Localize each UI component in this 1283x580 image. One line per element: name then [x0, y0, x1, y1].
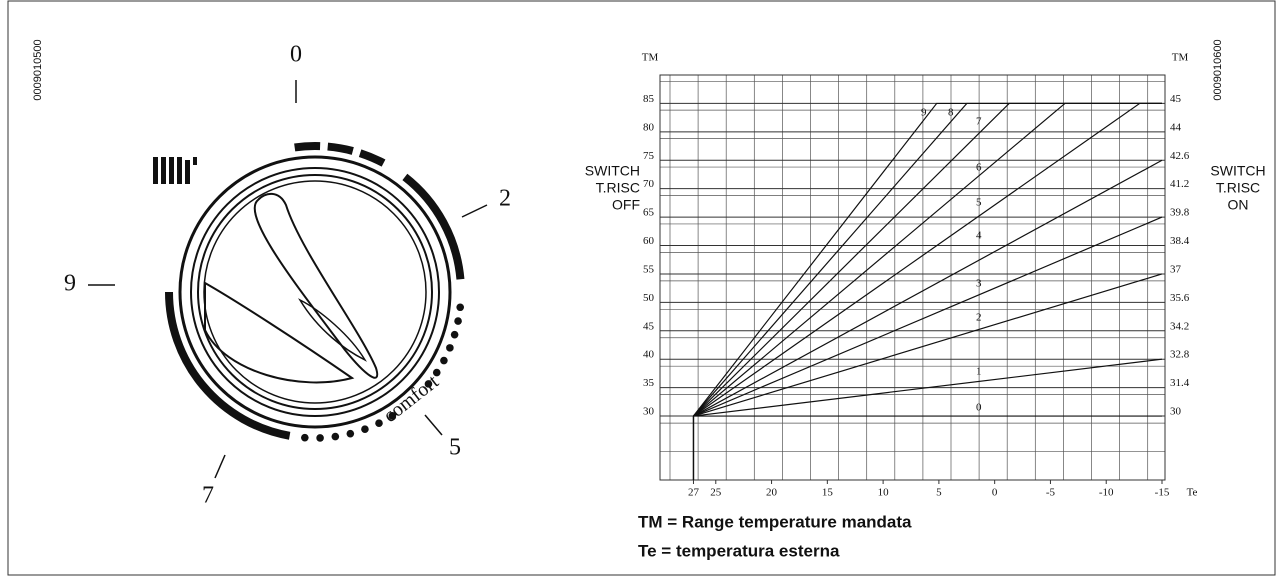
y2-tick-label: 35.6	[1170, 292, 1190, 304]
x-tick-label: -10	[1099, 487, 1114, 499]
y-tick-label: 75	[643, 150, 655, 162]
y-tick-label: 45	[643, 320, 655, 332]
y2-tick-label: 31.4	[1170, 377, 1190, 389]
comfort-label: comfort	[379, 370, 443, 427]
curve-label: 3	[976, 278, 982, 290]
y2-tick-label: 38.4	[1170, 235, 1190, 247]
curve-label: 1	[976, 366, 982, 378]
y2-tick-label: 45	[1170, 93, 1182, 105]
curve-label: 5	[976, 197, 982, 209]
y-tick-label: 35	[643, 377, 655, 389]
ring-dot	[432, 368, 441, 377]
y-tick-label: 55	[643, 263, 655, 275]
y2-tick-label: 44	[1170, 121, 1182, 133]
x-axis-label: Te	[1187, 487, 1198, 499]
ring-dot	[456, 303, 465, 312]
heater-icon	[153, 157, 197, 184]
x-tick-label: 15	[822, 487, 834, 499]
dial-position: 0	[290, 42, 302, 68]
y-tick-label: 65	[643, 207, 655, 219]
curve	[693, 273, 1163, 417]
ring-dot	[361, 425, 369, 433]
curve	[693, 159, 1163, 417]
x-tick-label: 5	[936, 487, 942, 499]
ring-dot	[440, 356, 448, 365]
plot-frame	[659, 74, 1166, 481]
y-tick-label: 30	[643, 406, 655, 418]
curve-label: 6	[976, 162, 982, 174]
ring-segment	[294, 142, 321, 152]
switch-label: SWITCH	[585, 163, 640, 179]
switch-label: SWITCH	[1210, 163, 1265, 179]
ring-dot	[346, 429, 355, 438]
figure-code: 0009010500	[32, 39, 44, 100]
y2-tick-label: 39.8	[1170, 207, 1190, 219]
switch-label: T.RISC	[596, 180, 640, 196]
legend-text: Te = temperatura esterna	[638, 541, 840, 560]
x-tick-label: -5	[1046, 487, 1056, 499]
y2-axis-label: TM	[1172, 52, 1189, 64]
ring-dot	[331, 432, 340, 441]
ring-dot	[454, 317, 462, 325]
curve-label: 0	[976, 402, 982, 414]
ring-segment	[358, 149, 386, 167]
y2-tick-label: 34.2	[1170, 320, 1189, 332]
ring-dot	[424, 380, 433, 388]
curve	[692, 102, 1162, 417]
y2-tick-label: 41.2	[1170, 178, 1189, 190]
x-tick-label: 0	[992, 487, 998, 499]
switch-label: OFF	[612, 197, 640, 213]
dial-position: 9	[64, 271, 76, 297]
y-tick-label: 70	[643, 178, 655, 190]
y2-tick-label: 42.6	[1170, 150, 1190, 162]
ring-dot	[446, 344, 454, 352]
x-tick-label: 25	[710, 487, 722, 499]
switch-label: T.RISC	[1216, 180, 1260, 196]
x-tick-label: 20	[766, 487, 778, 499]
dial: 0 2 5 7 9 comfort	[64, 42, 511, 509]
dial-position: 5	[449, 435, 461, 461]
curve-label: 4	[976, 230, 982, 242]
switch-label: ON	[1228, 197, 1249, 213]
y-tick-label: 60	[643, 235, 655, 247]
ring-dot	[301, 433, 309, 442]
y-axis-label: TM	[642, 52, 659, 64]
x-tick-label: 10	[878, 487, 890, 499]
curve-label: 2	[976, 312, 982, 324]
figure-code: 0009010600	[1212, 39, 1224, 100]
curve	[693, 358, 1163, 417]
y2-tick-label: 37	[1170, 263, 1182, 275]
curve-label: 8	[948, 107, 954, 119]
y-tick-label: 85	[643, 93, 655, 105]
x-tick-label: -15	[1155, 487, 1170, 499]
curve-label: 9	[921, 107, 927, 119]
ring-segment	[165, 291, 291, 440]
frame	[7, 0, 1276, 576]
ring-dot	[375, 419, 383, 428]
y2-tick-label: 30	[1170, 406, 1182, 418]
ring-segment	[327, 142, 354, 155]
y-tick-label: 40	[643, 349, 655, 361]
ring-dot	[316, 434, 324, 442]
ring-dot	[450, 330, 459, 339]
x-tick-label: 27	[688, 487, 700, 499]
ring-dot	[388, 412, 397, 420]
legend-text: TM = Range temperature mandata	[638, 512, 912, 531]
ring-segment	[402, 173, 465, 280]
curve	[693, 216, 1163, 417]
dial-position: 7	[202, 483, 214, 509]
dial-position: 2	[499, 186, 511, 212]
y-tick-label: 50	[643, 292, 655, 304]
curve-label: 7	[976, 116, 982, 128]
y-tick-label: 80	[643, 121, 655, 133]
y2-tick-label: 32.8	[1170, 349, 1190, 361]
